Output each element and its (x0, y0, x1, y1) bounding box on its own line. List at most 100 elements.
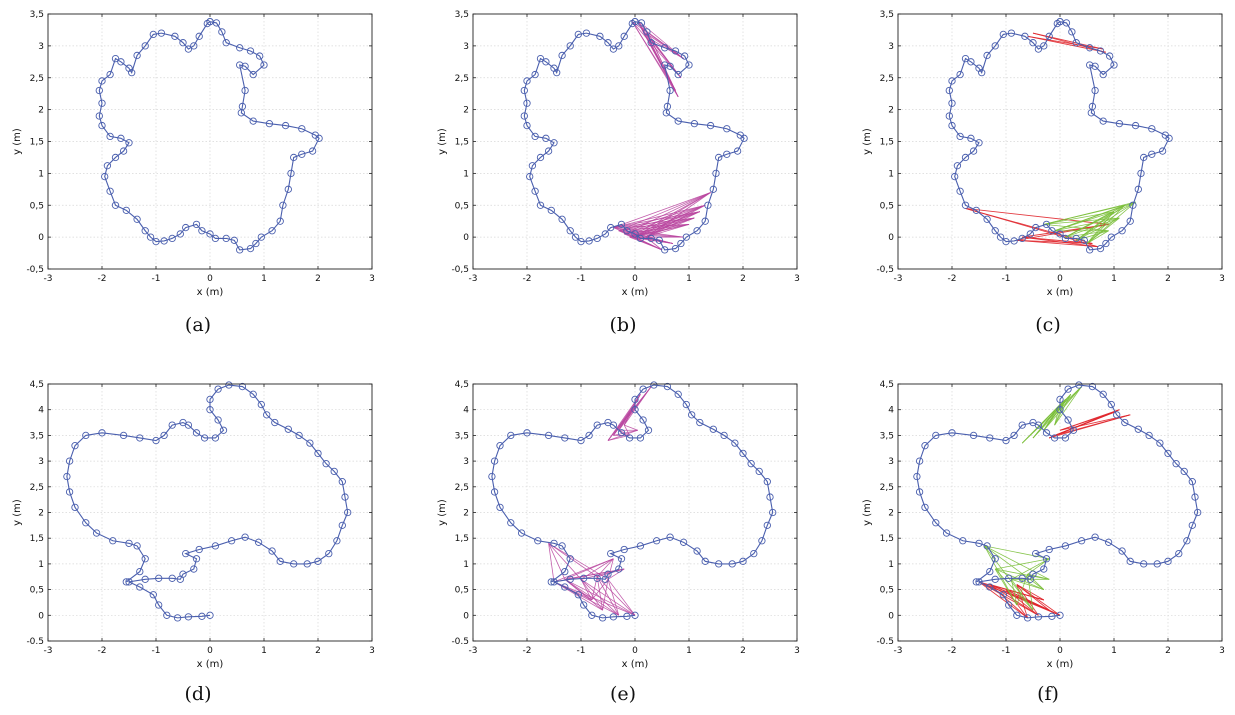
loop-closure-link (1054, 386, 1082, 426)
y-tick-label: 0 (888, 611, 894, 621)
y-tick-label: 0,5 (30, 586, 44, 596)
pose-marker (1148, 150, 1156, 158)
pose-marker (149, 591, 157, 599)
pose-marker (1091, 62, 1099, 70)
pose-marker (271, 418, 279, 427)
pose-marker (206, 230, 214, 238)
x-tick-label: 0 (1057, 646, 1063, 656)
pose-marker (1010, 237, 1018, 245)
pose-marker (287, 169, 295, 178)
pose-marker (704, 201, 712, 209)
loop-closure-link (995, 558, 1050, 570)
chart-panel-e: -3 -2 -1 0 1 2 3 -0.5 0 0,5 1 1,5 2 2,5 3 3,5 4 4,5 x (m) y… (437, 380, 800, 705)
x-tick-label: 2 (315, 274, 321, 284)
pose-marker (330, 467, 338, 476)
y-tick-label: 2 (888, 509, 894, 519)
pose-marker (921, 442, 929, 450)
pose-marker (1148, 125, 1156, 133)
pose-marker (179, 39, 187, 47)
link-group (607, 386, 652, 441)
y-tick-label: 4 (38, 406, 44, 416)
pose-marker (1018, 234, 1026, 243)
pose-marker (1002, 436, 1010, 445)
pose-marker (155, 574, 163, 582)
x-tick-label: -2 (523, 646, 532, 656)
x-tick-label: 2 (315, 646, 321, 656)
pose-marker (211, 434, 220, 442)
pose-marker (558, 51, 566, 60)
pose-marker (1042, 555, 1051, 563)
loop-closure-link (596, 576, 636, 616)
panel-caption: (c) (1035, 314, 1060, 336)
pose-marker (146, 233, 155, 241)
y-tick-label: -0.5 (451, 637, 469, 647)
y-tick-label: 2,5 (455, 74, 469, 84)
plot-frame (472, 383, 798, 642)
x-tick-label: -2 (948, 274, 957, 284)
pose-marker (141, 42, 149, 50)
loop-closure-link (645, 223, 690, 238)
y-axis-label: y (m) (12, 128, 23, 155)
pose-marker (241, 62, 249, 70)
pose-marker (681, 52, 689, 60)
pose-marker (141, 227, 149, 235)
y-tick-label: -0,5 (26, 265, 44, 275)
pose-marker (122, 578, 130, 586)
pose-marker (1188, 478, 1196, 486)
pose-marker (969, 431, 978, 440)
pose-marker (598, 614, 607, 622)
loop-closure-link (1032, 32, 1104, 50)
pose-marker (636, 234, 645, 243)
pose-marker (961, 54, 970, 63)
pose-marker (128, 69, 136, 77)
loop-closure-link (607, 558, 614, 580)
pose-marker (95, 86, 103, 95)
pose-marker (620, 545, 628, 554)
pose-marker (652, 537, 661, 545)
y-tick-label: 1 (888, 169, 894, 179)
pose-marker (252, 239, 260, 248)
pose-marker (948, 429, 956, 437)
pose-marker (536, 201, 545, 209)
y-tick-label: 4 (463, 406, 469, 416)
pose-marker (715, 560, 723, 568)
pose-marker (712, 169, 720, 178)
pose-marker (206, 17, 214, 26)
pose-marker (1140, 153, 1148, 162)
pose-marker (1077, 537, 1086, 545)
pose-marker (623, 227, 631, 235)
pose-marker (179, 418, 187, 427)
y-tick-label: 3,5 (455, 431, 469, 441)
y-tick-label: 2,5 (880, 483, 894, 493)
plot-frame (472, 13, 798, 270)
y-tick-label: 1,5 (880, 138, 894, 148)
x-tick-label: 3 (794, 274, 800, 284)
pose-marker (249, 390, 257, 398)
loop-closure-link (613, 429, 638, 436)
pose-marker (709, 185, 717, 193)
pose-marker (547, 206, 555, 215)
x-tick-label: 1 (1111, 274, 1117, 284)
pose-marker (1164, 449, 1172, 458)
pose-marker (975, 539, 983, 547)
pose-marker (1126, 557, 1134, 565)
loop-closure-link (596, 576, 603, 611)
pose-marker (257, 233, 265, 241)
plot-frame (897, 13, 1223, 270)
pose-marker (550, 539, 558, 547)
pose-marker (666, 533, 674, 541)
y-tick-label: 1 (38, 560, 44, 570)
pose-marker (631, 611, 639, 619)
x-tick-label: -2 (98, 646, 107, 656)
pose-marker (609, 613, 618, 621)
x-tick-label: 0 (207, 646, 213, 656)
pose-marker (338, 521, 346, 529)
loop-closure-link (650, 39, 676, 91)
pose-marker (961, 153, 970, 162)
pose-marker (763, 521, 771, 529)
pose-marker (133, 542, 141, 550)
pose-marker (1069, 426, 1078, 434)
pose-marker (1072, 39, 1080, 47)
loop-closure-link (1065, 201, 1136, 238)
pose-marker (106, 70, 114, 79)
